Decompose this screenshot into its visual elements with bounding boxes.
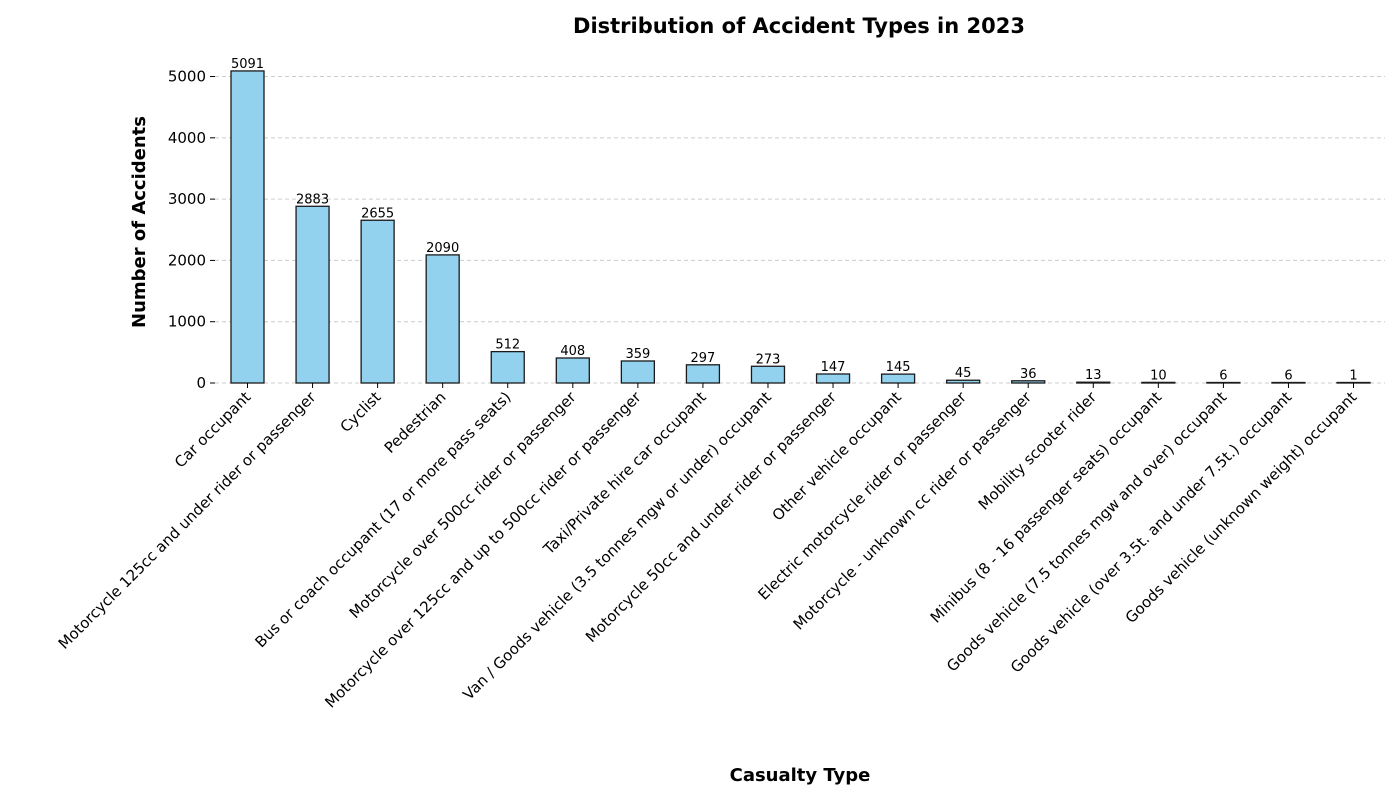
bar-value-label: 36 bbox=[1020, 367, 1037, 382]
x-tick-label: Cyclist bbox=[337, 388, 385, 436]
x-tick-label: Motorcycle 50cc and under rider or passe… bbox=[582, 388, 840, 646]
bar bbox=[620, 360, 656, 384]
bar-value-label: 6 bbox=[1219, 369, 1227, 384]
bar-value-label: 13 bbox=[1085, 368, 1102, 383]
y-tick-label: 5000 bbox=[168, 68, 206, 86]
bar-value-label: 2883 bbox=[296, 192, 329, 207]
y-tick-label: 1000 bbox=[168, 313, 206, 331]
bar bbox=[425, 254, 460, 384]
bar-value-label: 2090 bbox=[426, 241, 459, 256]
bar-value-label: 408 bbox=[560, 344, 585, 359]
x-tick-label: Motorcycle - unknown cc rider or passeng… bbox=[790, 388, 1036, 634]
bar-value-label: 145 bbox=[886, 360, 911, 375]
x-tick-label: Goods vehicle (unknown weight) occupant bbox=[1122, 388, 1361, 627]
bar-value-label: 5091 bbox=[231, 57, 264, 72]
bar bbox=[555, 357, 590, 384]
y-axis-title: Number of Accidents bbox=[129, 116, 150, 328]
bar-value-label: 359 bbox=[625, 347, 650, 362]
y-axis: 0 1000 2000 3000 4000 5000 bbox=[168, 68, 215, 392]
bar-value-label: 147 bbox=[821, 360, 846, 375]
x-tick-label: Motorcycle over 500cc rider or passenger bbox=[346, 388, 580, 622]
y-tick-label: 4000 bbox=[168, 129, 206, 147]
x-axis-title: Casualty Type bbox=[730, 765, 871, 786]
grid-lines bbox=[215, 76, 1385, 384]
bar-value-label: 2655 bbox=[361, 206, 394, 221]
bar-value-label: 512 bbox=[495, 338, 520, 353]
bar-value-label: 273 bbox=[756, 352, 781, 367]
bar-value-label: 45 bbox=[955, 366, 972, 381]
value-labels: 5091 2883 2655 2090 512 408 359 297 273 147 145 45 3… bbox=[231, 57, 1358, 384]
x-tick-label: Minibus (8 - 16 passenger seats) occupan… bbox=[927, 388, 1166, 627]
chart-title: Distribution of Accident Types in 2023 bbox=[573, 14, 1025, 38]
y-tick-label: 3000 bbox=[168, 190, 206, 208]
bar bbox=[880, 373, 916, 384]
bar bbox=[360, 219, 395, 384]
bar bbox=[230, 70, 265, 384]
y-tick-label: 2000 bbox=[168, 251, 206, 269]
x-tick-label: Mobility scooter rider bbox=[975, 388, 1101, 514]
bars bbox=[230, 70, 1371, 384]
bar bbox=[685, 364, 721, 384]
x-tick-label: Other vehicle occupant bbox=[769, 388, 905, 524]
y-tick-label: 0 bbox=[196, 374, 206, 392]
bar-value-label: 10 bbox=[1150, 368, 1167, 383]
x-tick-label: Pedestrian bbox=[381, 388, 450, 457]
bar bbox=[295, 205, 330, 384]
bar-value-label: 297 bbox=[691, 351, 716, 366]
x-tick-label: Motorcycle over 125cc and up to 500cc ri… bbox=[321, 388, 645, 712]
bar-value-label: 6 bbox=[1284, 369, 1292, 384]
bar bbox=[815, 373, 851, 384]
bar-value-label: 1 bbox=[1349, 369, 1357, 384]
bar bbox=[490, 350, 525, 384]
x-tick-label: Van / Goods vehicle (3.5 tonnes mgw or u… bbox=[459, 388, 775, 704]
bar bbox=[750, 365, 786, 384]
